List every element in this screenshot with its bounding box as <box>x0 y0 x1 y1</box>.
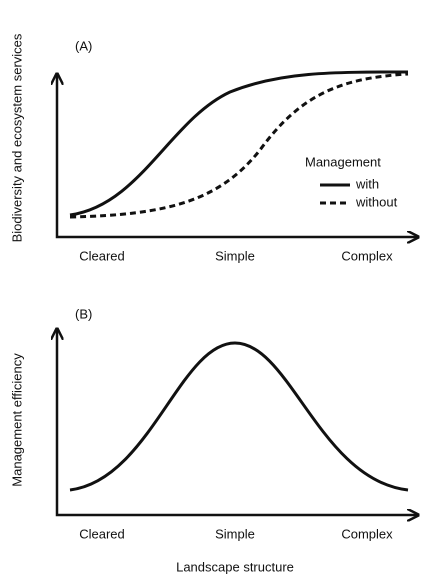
curve-without <box>69 72 409 219</box>
panel-a: (A) Biodiversity and ecosystem services … <box>9 33 417 263</box>
legend-entry: without <box>355 194 398 209</box>
curve <box>69 341 409 492</box>
x-tick-label: Complex <box>341 248 393 263</box>
y-axis-label: Management efficiency <box>9 353 24 487</box>
axes <box>57 75 417 237</box>
panel-b: (B) Management efficiency Cleared Simple… <box>9 306 417 541</box>
axes <box>57 330 417 515</box>
x-tick-label: Complex <box>341 526 393 541</box>
panel-label: (A) <box>75 38 92 53</box>
curve-with <box>69 70 409 217</box>
x-tick-label: Simple <box>215 526 255 541</box>
x-axis-label: Landscape structure <box>176 559 294 574</box>
legend-title: Management <box>305 154 381 169</box>
x-tick-label: Cleared <box>79 248 125 263</box>
x-tick-label: Simple <box>215 248 255 263</box>
y-axis-label: Biodiversity and ecosystem services <box>9 33 24 242</box>
legend-entry: with <box>355 176 379 191</box>
panel-label: (B) <box>75 306 92 321</box>
x-tick-label: Cleared <box>79 526 125 541</box>
